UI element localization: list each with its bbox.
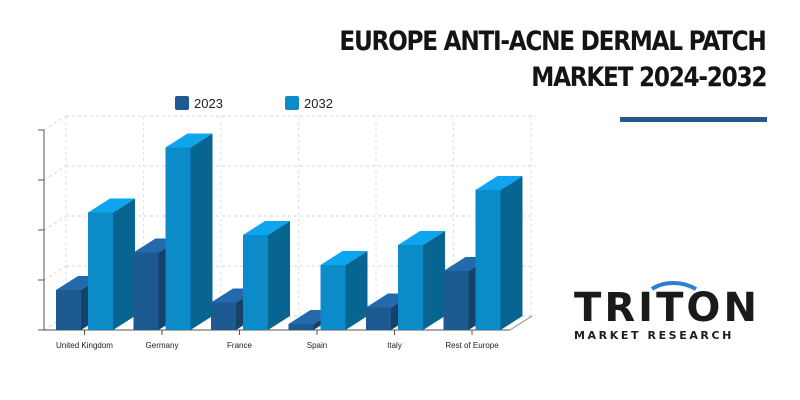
bar-side [345,251,368,330]
bar-top [320,251,368,265]
bar-top [88,198,135,213]
bar-front [475,190,501,330]
grid-line [43,315,67,331]
grid-line [43,115,67,131]
bar-top [398,231,445,245]
x-tick-labels: United Kingdom Germany France Spain Italy Res… [56,341,499,350]
x-tick-label: Spain [307,341,327,350]
bar-top [165,133,213,148]
legend-swatch [175,96,189,110]
logo-swoosh [650,281,697,291]
bar-2032-rest-of-europe [475,176,523,330]
bar-front [133,252,159,330]
bar-front [88,212,113,330]
bar-2032-italy [398,231,445,330]
chart-title-line-1: EUROPE ANTI-ACNE DERMAL PATCH [339,26,767,57]
legend-label: 2032 [304,96,333,111]
bar-side [268,221,290,330]
grid-line [43,165,67,181]
x-tick-label: Italy [387,341,402,350]
triton-logo: TRITON [574,281,760,327]
logo-tagline: MARKET RESEARCH [574,329,734,342]
x-tick-label: United Kingdom [56,341,113,350]
legend-item-2023: 2023 [175,96,223,111]
x-tick-label: Germany [146,341,179,350]
bar-2032-germany [165,133,213,330]
x-tick-label: Rest of Europe [445,341,499,350]
bar-front [398,245,423,330]
logo-wordmark: TRITON [574,285,760,327]
bar-side [500,176,523,330]
bar-2032-united-kingdom [88,198,135,330]
grid-line [43,215,67,231]
bar-front [211,302,236,330]
bar-top [243,221,290,235]
legend-item-2032: 2032 [285,96,333,111]
bar-front [288,324,314,330]
bar-2032-spain [320,251,368,330]
bar-front [56,290,81,330]
bar-front [320,265,346,330]
legend-label: 2023 [194,96,223,111]
chart-legend: 2023 2032 [175,96,333,111]
bar-side [113,198,135,330]
grid-line [43,265,67,281]
bar-front [243,235,268,330]
bar-2032-france [243,221,290,330]
bar-front [443,271,469,330]
chart-axis [38,129,533,335]
bar-side [190,133,213,330]
floor-edge [509,315,533,331]
chart-title-line-2: MARKET 2024-2032 [531,62,767,93]
bar-top [475,176,523,190]
bar-side [423,231,445,330]
bar-front [366,307,391,330]
x-tick-label: France [227,341,252,350]
legend-swatch [285,96,299,110]
title-accent-rule [620,117,767,122]
bar-front [165,147,191,330]
chart-bars [56,133,523,330]
